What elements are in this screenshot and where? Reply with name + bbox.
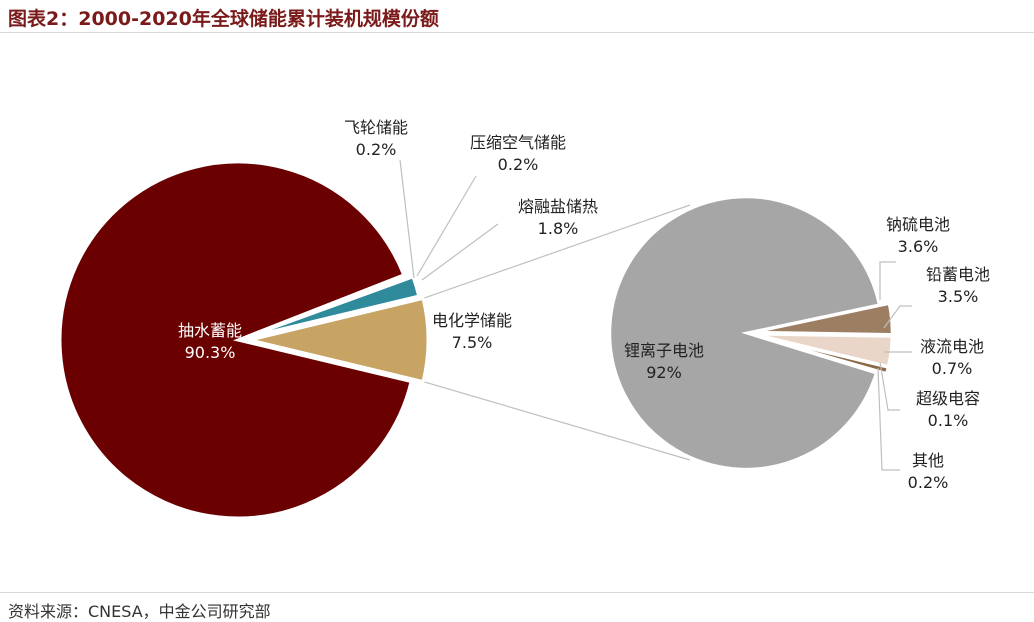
leader-molten-salt (421, 223, 499, 281)
slice-pumped-hydro (58, 160, 413, 520)
leader-nas (879, 261, 896, 300)
label-flow-name: 液流电池 (920, 337, 984, 356)
title-divider (0, 32, 1034, 33)
main-pie (58, 160, 430, 520)
label-flywheel-value: 0.2% (356, 140, 397, 159)
label-lead-acid-value: 3.5% (938, 287, 979, 306)
label-other-value: 0.2% (908, 473, 949, 492)
leader-lead-acid (883, 305, 912, 329)
label-pumped-hydro-value: 90.3% (185, 343, 236, 362)
source-divider (0, 592, 1034, 593)
leader-compressed-air (416, 175, 477, 277)
leader-flywheel (399, 159, 415, 279)
source-note: 资料来源：CNESA，中金公司研究部 (8, 602, 271, 621)
label-electrochemical-name: 电化学储能 (432, 311, 512, 330)
leader-supercap (879, 361, 900, 411)
label-flywheel-name: 飞轮储能 (344, 118, 408, 137)
label-nas-name: 钠硫电池 (886, 215, 950, 234)
label-nas-value: 3.6% (898, 237, 939, 256)
connector-top (422, 204, 691, 300)
slice-li-ion (608, 195, 881, 471)
label-li-ion-name: 锂离子电池 (624, 341, 704, 360)
leader-lines (399, 159, 912, 471)
label-compressed-air-name: 压缩空气储能 (470, 133, 566, 152)
label-lead-acid-name: 铅蓄电池 (926, 265, 990, 284)
slice-molten-salt (245, 274, 421, 340)
slice-electrochemical (249, 296, 430, 384)
detail-pie (608, 195, 894, 471)
label-supercap-value: 0.1% (928, 411, 969, 430)
label-li-ion-value: 92% (646, 363, 682, 382)
label-pumped-hydro-name: 抽水蓄能 (178, 321, 242, 340)
connector-lines (422, 204, 691, 461)
data-labels: 抽水蓄能 90.3% 电化学储能 7.5% 熔融盐储热 1.8% 压缩空气储能 0.2% 飞轮储… (178, 118, 990, 492)
label-compressed-air-value: 0.2% (498, 155, 539, 174)
label-supercap-name: 超级电容 (916, 389, 980, 408)
label-flow-value: 0.7% (932, 359, 973, 378)
chart-title: 图表2：2000-2020年全球储能累计装机规模份额 (8, 8, 439, 30)
label-electrochemical-value: 7.5% (452, 333, 493, 352)
leader-other (877, 367, 900, 471)
label-molten-salt-value: 1.8% (538, 219, 579, 238)
label-other-name: 其他 (912, 451, 944, 470)
slice-other (755, 334, 888, 378)
label-molten-salt-name: 熔融盐储热 (518, 197, 598, 216)
connector-bottom (422, 380, 691, 461)
pie-of-pie-chart: 抽水蓄能 90.3% 电化学储能 7.5% 熔融盐储热 1.8% 压缩空气储能 0.2% 飞轮储… (58, 118, 990, 520)
